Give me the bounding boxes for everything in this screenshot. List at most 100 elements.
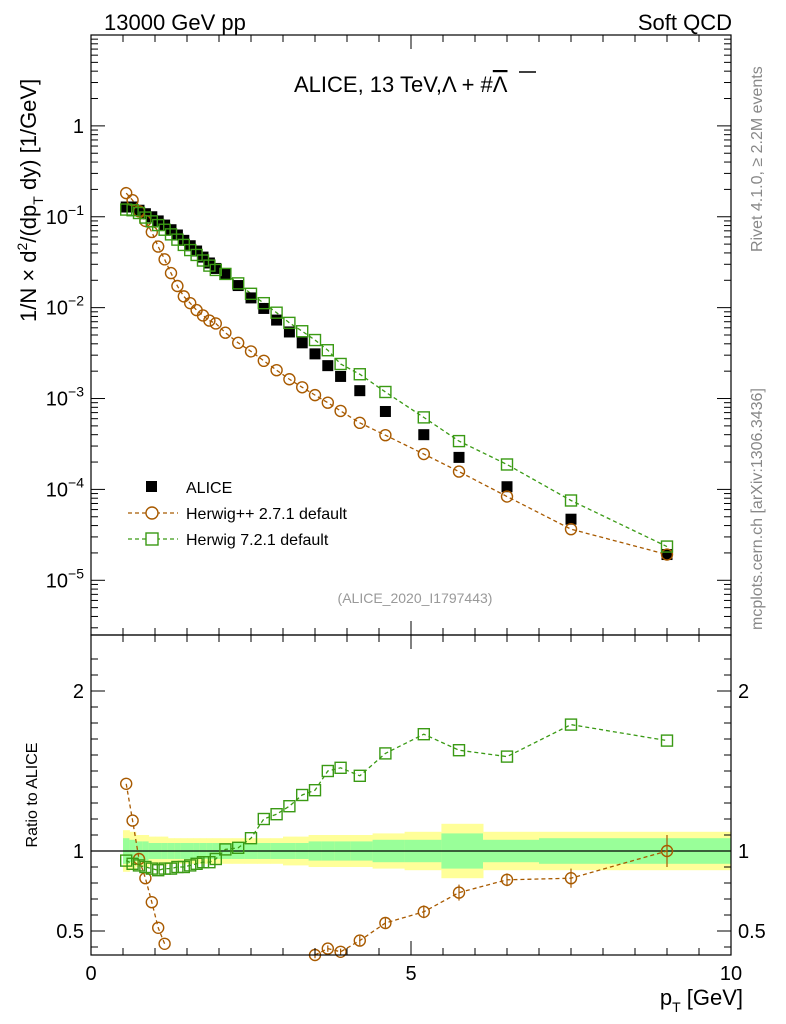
data-point-herwigpp xyxy=(334,404,347,418)
x-tick-label: 5 xyxy=(405,963,416,985)
legend: ALICE Herwig++ 2.7.1 default Herwig 7.2.… xyxy=(128,480,348,549)
ratio-line-herwigpp xyxy=(125,783,166,945)
data-point-alice xyxy=(146,211,158,223)
ratio-point-herwigpp xyxy=(660,844,674,858)
data-point-alice xyxy=(139,208,151,220)
ratio-point-herwigpp xyxy=(379,916,392,930)
y-tick-label: 10−3 xyxy=(46,384,84,411)
header-left: 13000 GeV pp xyxy=(104,10,246,35)
x-tick-label: 10 xyxy=(720,963,742,985)
data-point-alice xyxy=(159,219,171,231)
data-point-herwigpp xyxy=(452,465,466,478)
data-point-herwigpp xyxy=(219,326,232,339)
legend-label-herwig7: Herwig 7.2.1 default xyxy=(186,532,329,549)
y-tick-label: 10−4 xyxy=(46,474,84,501)
ratio-point-herwigpp xyxy=(119,777,133,790)
data-point-alice xyxy=(171,229,183,241)
ratio-y-tick-label-right: 1 xyxy=(738,841,749,863)
x-axis-title-sub: T xyxy=(672,999,681,1015)
data-point-alice xyxy=(418,429,430,441)
data-point-herwigpp xyxy=(231,336,245,350)
data-point-alice xyxy=(322,360,334,372)
data-point-herwig7 xyxy=(209,263,223,277)
data-point-herwigpp xyxy=(126,194,139,207)
analysis-id: (ALICE_2020_I1797443) xyxy=(338,590,493,606)
y-tick-label-exp: −2 xyxy=(68,293,84,309)
data-point-alice xyxy=(133,204,145,216)
ratio-point-herwig7 xyxy=(500,750,514,763)
ratio-point-herwigpp xyxy=(452,886,466,899)
legend-label-herwigpp: Herwig++ 2.7.1 default xyxy=(186,506,348,523)
data-point-herwigpp xyxy=(177,290,191,303)
data-point-herwigpp xyxy=(660,548,674,561)
y-axis-title-sub: T xyxy=(30,196,46,205)
data-point-herwig7 xyxy=(334,357,347,371)
series-line-herwigpp xyxy=(125,192,668,556)
ratio-point-herwigpp xyxy=(151,921,165,934)
ratio-point-herwig7 xyxy=(177,860,191,874)
data-point-alice xyxy=(219,268,231,280)
y-axis-title-sup: 2 xyxy=(14,242,30,250)
data-point-herwigpp xyxy=(171,279,184,293)
ratio-y-tick-label: 2 xyxy=(73,681,84,703)
ratio-y-tick-label: 1 xyxy=(73,841,84,863)
data-point-herwigpp xyxy=(417,447,430,461)
ratio-point-herwig7 xyxy=(308,784,322,797)
data-point-herwigpp xyxy=(158,253,171,266)
data-point-herwig7 xyxy=(244,287,258,301)
x-tick-label: 0 xyxy=(85,963,96,985)
header-right: Soft QCD xyxy=(638,10,732,35)
data-point-herwigpp xyxy=(270,363,283,377)
data-point-herwigpp xyxy=(164,266,178,280)
ratio-point-herwig7 xyxy=(139,860,152,874)
ratio-y-axis-title: Ratio to ALICE xyxy=(24,743,41,848)
data-point-herwigpp xyxy=(203,314,216,327)
x-axis-title: pT [GeV] xyxy=(660,985,743,1015)
ratio-point-herwigpp xyxy=(500,873,514,886)
y-tick-label-base: 1 xyxy=(73,116,84,138)
x-axis-title-unit: [GeV] xyxy=(681,985,743,1010)
y-axis-title: 1/N × d2/(dpT dy) [1/GeV] xyxy=(14,79,46,322)
y-axis-title-b: /(dp xyxy=(16,205,41,243)
data-point-alice xyxy=(283,326,295,338)
rivet-label: Rivet 4.1.0, ≥ 2.2M events xyxy=(749,66,766,252)
data-point-herwig7 xyxy=(203,259,216,272)
ratio-point-herwig7 xyxy=(379,747,392,760)
data-point-alice xyxy=(565,513,577,525)
main-plot xyxy=(119,186,674,561)
data-point-herwig7 xyxy=(257,296,270,310)
data-point-alice xyxy=(661,549,673,561)
y-axis-title-c: dy) [1/GeV] xyxy=(16,79,41,196)
ratio-point-herwigpp xyxy=(126,814,139,827)
data-point-herwig7 xyxy=(379,385,392,399)
ratio-point-herwig7 xyxy=(564,718,578,731)
ratio-point-herwig7 xyxy=(231,841,245,854)
data-point-alice xyxy=(309,348,321,360)
ratio-point-herwig7 xyxy=(296,788,309,802)
ratio-y-tick-label: 0.5 xyxy=(56,921,84,943)
y-tick-label-exp: −5 xyxy=(68,565,84,581)
ratio-point-herwigpp xyxy=(417,905,430,918)
data-point-herwig7 xyxy=(564,494,578,507)
data-point-herwig7 xyxy=(132,206,146,220)
data-point-herwigpp xyxy=(296,381,309,394)
ratio-line-herwigpp xyxy=(314,850,668,956)
data-point-herwig7 xyxy=(283,316,296,330)
data-point-alice xyxy=(335,370,347,382)
data-point-herwig7 xyxy=(270,306,283,319)
ratio-point-herwig7 xyxy=(219,843,232,856)
ratio-frame xyxy=(90,634,732,956)
data-point-herwigpp xyxy=(119,186,133,200)
data-point-herwigpp xyxy=(500,490,514,503)
ratio-point-herwigpp xyxy=(145,896,159,909)
data-point-alice xyxy=(453,451,465,463)
data-point-alice xyxy=(379,405,391,417)
ratio-point-herwigpp xyxy=(158,937,171,950)
data-point-alice xyxy=(245,292,257,304)
data-point-alice xyxy=(501,481,513,493)
data-point-alice xyxy=(184,240,196,252)
ratio-y-tick-label-right: 0.5 xyxy=(738,921,766,943)
chart-title-main: ALICE, 13 TeV,Λ + # xyxy=(294,72,494,97)
ratio-point-herwig7 xyxy=(353,769,366,782)
